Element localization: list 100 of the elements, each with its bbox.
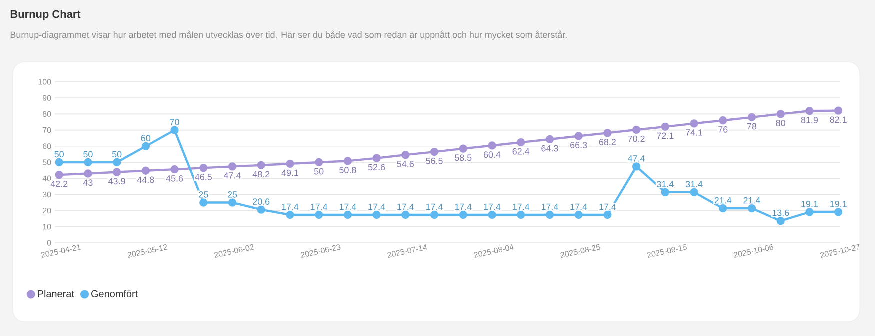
data-label: 46.5 bbox=[195, 174, 212, 180]
point bbox=[372, 210, 381, 220]
point bbox=[170, 126, 179, 134]
point bbox=[632, 126, 641, 134]
data-label: 42.2 bbox=[50, 180, 68, 188]
data-label: 45.6 bbox=[166, 175, 184, 182]
point bbox=[314, 158, 324, 167]
point bbox=[257, 206, 266, 214]
point bbox=[690, 188, 698, 197]
point bbox=[372, 154, 381, 162]
point bbox=[834, 208, 843, 216]
point bbox=[402, 151, 410, 160]
data-label: 56.5 bbox=[426, 158, 443, 164]
data-label: 76 bbox=[718, 126, 728, 133]
point bbox=[200, 164, 208, 172]
point bbox=[286, 210, 294, 220]
data-label: 25 bbox=[199, 192, 208, 198]
data-label: 17.4 bbox=[455, 204, 472, 210]
data-label: 43.9 bbox=[108, 178, 126, 185]
point bbox=[806, 107, 814, 116]
point bbox=[517, 138, 526, 147]
data-label: 50.8 bbox=[340, 167, 356, 174]
point bbox=[55, 170, 64, 180]
legend-label: Genomfört bbox=[92, 290, 138, 298]
point bbox=[748, 204, 756, 213]
data-label: 47.4 bbox=[224, 172, 241, 179]
data-label: 81.9 bbox=[801, 117, 818, 124]
data-label: 21.4 bbox=[744, 197, 760, 204]
data-label: 17.4 bbox=[398, 204, 414, 210]
point bbox=[228, 162, 237, 171]
point bbox=[402, 210, 410, 220]
point bbox=[834, 106, 843, 115]
point bbox=[488, 210, 496, 220]
point bbox=[142, 166, 150, 175]
data-label: 50 bbox=[84, 151, 93, 158]
data-label: 64.3 bbox=[542, 145, 558, 152]
point bbox=[84, 158, 92, 167]
point bbox=[112, 158, 122, 167]
point bbox=[170, 166, 179, 174]
data-label: 31.4 bbox=[657, 181, 674, 188]
data-label: 17.4 bbox=[282, 204, 299, 210]
data-label: 17.4 bbox=[484, 204, 501, 210]
data-label: 17.4 bbox=[570, 204, 588, 210]
point bbox=[55, 158, 64, 167]
data-label: 74.1 bbox=[686, 130, 703, 136]
data-label: 49.1 bbox=[282, 170, 299, 176]
data-label: 20.6 bbox=[253, 198, 270, 205]
point bbox=[574, 210, 583, 220]
data-label: 72.1 bbox=[657, 132, 674, 140]
point bbox=[748, 113, 756, 122]
data-label: 58.5 bbox=[455, 154, 472, 162]
point bbox=[488, 142, 496, 150]
data-label: 31.4 bbox=[686, 181, 703, 188]
data-label: 48.2 bbox=[252, 171, 270, 178]
point bbox=[84, 170, 92, 178]
data-label: 17.4 bbox=[542, 204, 558, 210]
data-label: 62.4 bbox=[512, 148, 530, 155]
point bbox=[430, 148, 439, 156]
point bbox=[517, 210, 526, 220]
data-label: 43 bbox=[83, 180, 93, 186]
point bbox=[806, 208, 814, 216]
data-label: 17.4 bbox=[600, 204, 616, 210]
data-label: 60.4 bbox=[484, 152, 501, 158]
point bbox=[719, 204, 728, 213]
point bbox=[228, 198, 237, 207]
point bbox=[776, 110, 785, 118]
point bbox=[604, 129, 612, 138]
point bbox=[430, 210, 439, 220]
point bbox=[459, 144, 468, 153]
legend-label: Planerat bbox=[38, 290, 74, 298]
point bbox=[661, 188, 670, 197]
point bbox=[257, 161, 266, 170]
data-label: 70.2 bbox=[628, 136, 645, 142]
data-label: 25 bbox=[228, 192, 238, 198]
data-label: 17.4 bbox=[311, 204, 328, 210]
point bbox=[632, 162, 641, 171]
data-label: 44.8 bbox=[137, 176, 154, 184]
point bbox=[112, 168, 122, 176]
data-label: 50 bbox=[54, 151, 64, 158]
data-label: 52.6 bbox=[368, 164, 386, 171]
data-label: 47.4 bbox=[628, 156, 646, 162]
point bbox=[344, 210, 352, 220]
data-label: 13.6 bbox=[772, 210, 790, 216]
data-label: 17.4 bbox=[340, 204, 356, 210]
point bbox=[142, 142, 150, 150]
chart-subtitle: Burnup-diagrammet visar hur arbetet med målen utvecklas över tid. Här ser du både vad som redan är uppnått och hur mycket som återstår. bbox=[10, 30, 567, 40]
data-label: 82.1 bbox=[830, 116, 847, 124]
data-label: 70 bbox=[170, 119, 180, 126]
data-label: 54.6 bbox=[397, 160, 414, 168]
data-label: 68.2 bbox=[599, 139, 616, 146]
data-label: 50 bbox=[112, 151, 122, 158]
data-label: 19.1 bbox=[830, 201, 847, 208]
point bbox=[776, 217, 785, 226]
data-label: 78 bbox=[747, 123, 757, 130]
point bbox=[690, 120, 698, 128]
data-label: 60 bbox=[141, 135, 151, 142]
data-label: 17.4 bbox=[426, 204, 443, 210]
data-label: 19.1 bbox=[802, 201, 818, 208]
point bbox=[604, 210, 612, 220]
point bbox=[286, 160, 294, 168]
